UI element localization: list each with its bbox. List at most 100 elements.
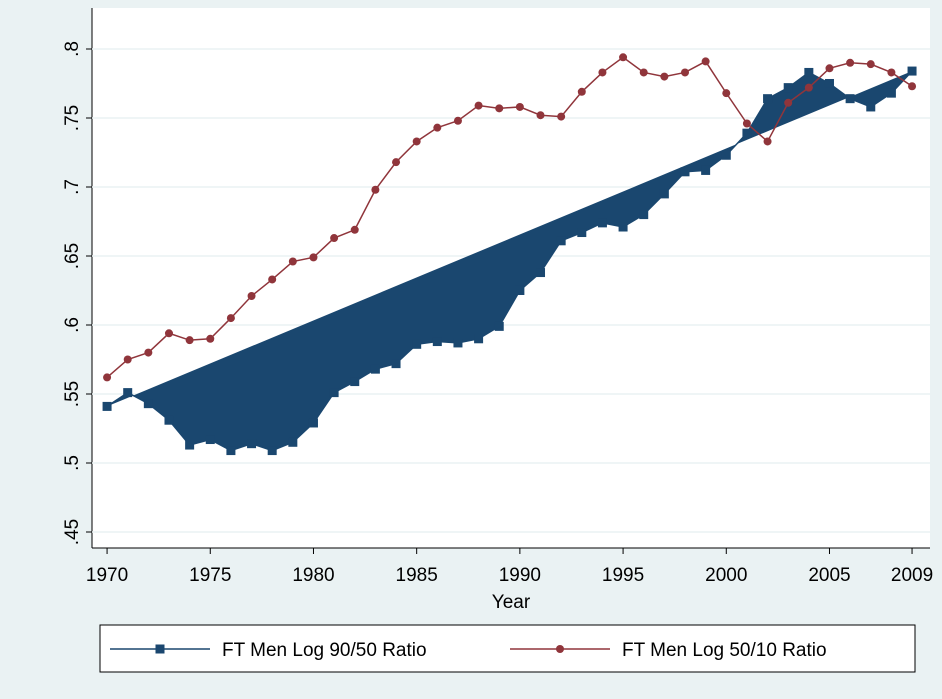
y-tick-label: .6 — [62, 317, 83, 333]
x-tick-label: 2009 — [891, 565, 933, 586]
marker — [908, 82, 917, 91]
marker — [205, 435, 215, 445]
y-tick-label: .75 — [62, 105, 83, 131]
marker — [185, 336, 194, 345]
marker — [226, 314, 235, 323]
marker — [618, 222, 628, 232]
marker — [370, 364, 380, 374]
marker — [432, 337, 442, 347]
marker — [742, 119, 751, 128]
y-tick-label: .45 — [62, 519, 83, 545]
marker — [102, 401, 112, 411]
marker — [288, 437, 298, 447]
y-tick-label: .55 — [62, 381, 83, 407]
marker — [887, 68, 896, 77]
marker — [288, 257, 297, 266]
marker — [804, 67, 814, 77]
marker — [536, 111, 545, 120]
series-line — [106, 56, 913, 378]
marker — [144, 348, 153, 357]
marker — [845, 94, 855, 104]
marker — [659, 189, 669, 199]
marker — [268, 275, 277, 284]
marker — [557, 112, 566, 121]
x-tick-label: 1975 — [189, 565, 231, 586]
marker — [886, 88, 896, 98]
marker — [680, 68, 689, 77]
marker — [267, 446, 277, 456]
marker — [763, 137, 772, 146]
marker — [329, 388, 339, 398]
marker — [453, 116, 462, 125]
y-tick-label: .8 — [62, 41, 83, 57]
x-tick-label: 1970 — [86, 565, 128, 586]
marker — [597, 218, 607, 228]
marker — [536, 268, 546, 278]
marker — [123, 388, 133, 398]
marker — [846, 58, 855, 67]
marker — [639, 68, 648, 77]
marker — [515, 102, 524, 111]
marker — [784, 98, 793, 107]
marker — [495, 104, 504, 113]
legend-marker — [155, 644, 165, 654]
x-tick-label: 2005 — [808, 565, 850, 586]
marker — [639, 210, 649, 220]
marker — [433, 123, 442, 132]
marker — [742, 128, 752, 138]
legend — [99, 624, 916, 673]
marker — [206, 334, 215, 343]
x-axis-label: Year — [492, 592, 531, 613]
marker — [350, 377, 360, 387]
x-tick-label: 2000 — [705, 565, 747, 586]
marker — [577, 87, 586, 96]
marker — [824, 78, 834, 88]
marker — [804, 83, 813, 92]
marker — [907, 66, 917, 76]
marker — [701, 165, 711, 175]
x-tick-label: 1995 — [602, 565, 644, 586]
marker — [825, 64, 834, 73]
marker — [722, 89, 731, 98]
marker — [474, 334, 484, 344]
marker — [309, 253, 318, 262]
marker — [494, 321, 504, 331]
marker — [164, 415, 174, 425]
marker — [123, 355, 132, 364]
marker — [247, 292, 256, 301]
marker — [598, 68, 607, 77]
marker — [308, 418, 318, 428]
x-tick-label: 1980 — [292, 565, 334, 586]
marker — [143, 399, 153, 409]
marker — [392, 158, 401, 167]
marker — [721, 150, 731, 160]
marker — [515, 285, 525, 295]
series-line — [106, 70, 913, 452]
x-tick-label: 1985 — [396, 565, 438, 586]
marker — [226, 446, 236, 456]
marker — [577, 228, 587, 238]
marker — [474, 101, 483, 110]
marker — [763, 94, 773, 104]
legend-label: FT Men Log 50/10 Ratio — [622, 640, 827, 661]
y-tick-label: .7 — [62, 179, 83, 195]
marker — [330, 234, 339, 243]
x-tick-label: 1990 — [499, 565, 541, 586]
marker — [866, 60, 875, 69]
marker — [660, 72, 669, 81]
y-tick-label: .5 — [62, 455, 83, 471]
marker — [453, 338, 463, 348]
marker — [412, 137, 421, 146]
marker — [391, 359, 401, 369]
marker — [350, 225, 359, 234]
marker — [412, 339, 422, 349]
marker — [866, 102, 876, 112]
legend-label: FT Men Log 90/50 Ratio — [222, 640, 427, 661]
marker — [680, 167, 690, 177]
legend-marker — [556, 645, 564, 653]
marker — [783, 83, 793, 93]
marker — [247, 439, 257, 449]
marker — [371, 185, 380, 194]
marker — [619, 53, 628, 62]
